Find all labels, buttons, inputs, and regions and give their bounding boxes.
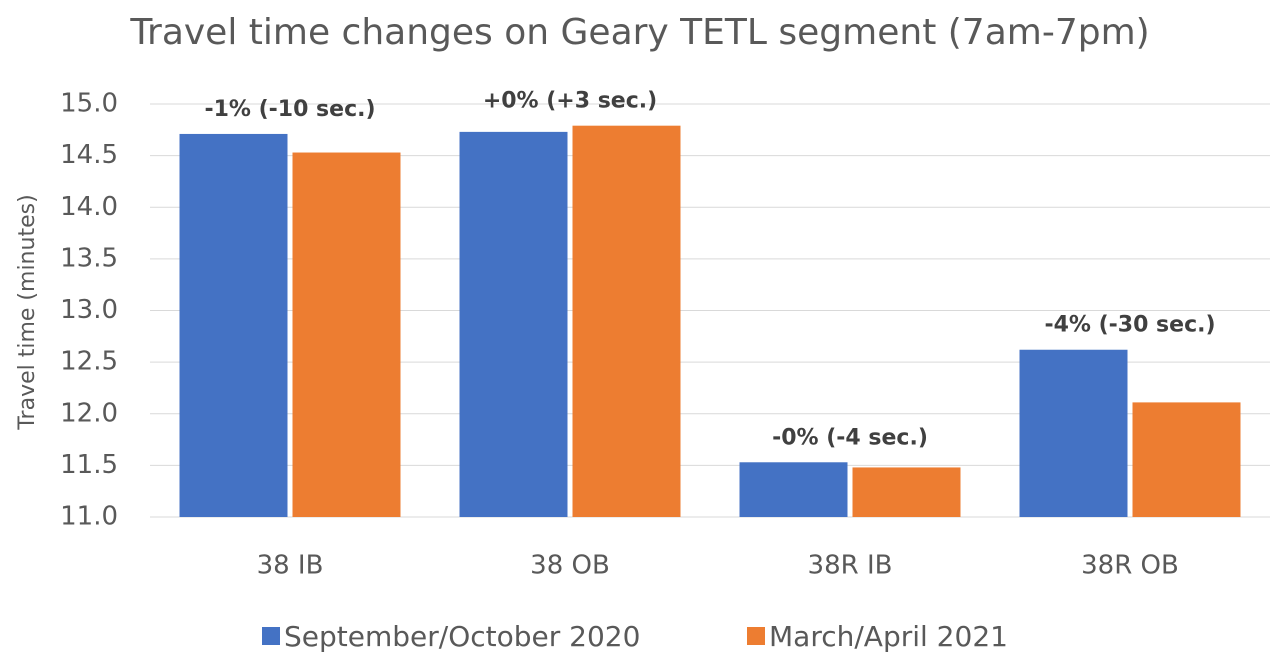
- bar: [459, 131, 568, 517]
- y-tick-label: 13.5: [60, 243, 118, 273]
- y-tick-label: 14.5: [60, 140, 118, 170]
- annotation: -0% (-4 sec.): [772, 425, 928, 450]
- legend-swatch: [747, 627, 765, 645]
- x-tick-label: 38R IB: [808, 551, 893, 581]
- y-tick-label: 11.5: [60, 450, 118, 480]
- chart-title: Travel time changes on Geary TETL segmen…: [129, 12, 1149, 53]
- x-tick-label: 38 OB: [530, 551, 610, 581]
- y-tick-label: 14.0: [60, 192, 118, 222]
- y-tick-label: 13.0: [60, 295, 118, 325]
- legend-label: March/April 2021: [769, 620, 1008, 653]
- bar: [1132, 402, 1241, 517]
- x-tick-label: 38 IB: [257, 551, 324, 581]
- bar: [739, 462, 848, 517]
- bar: [852, 467, 961, 517]
- bar: [1019, 349, 1128, 517]
- bar: [179, 133, 288, 517]
- y-tick-label: 12.0: [60, 398, 118, 428]
- y-axis-label: Travel time (minutes): [15, 194, 40, 430]
- annotation: +0% (+3 sec.): [483, 89, 657, 114]
- legend-label: September/October 2020: [284, 620, 640, 653]
- y-tick-label: 15.0: [60, 89, 118, 119]
- bar: [572, 125, 681, 518]
- y-tick-label: 11.0: [60, 502, 118, 532]
- annotation: -1% (-10 sec.): [204, 97, 375, 122]
- annotation: -4% (-30 sec.): [1044, 313, 1215, 338]
- bar: [292, 152, 401, 517]
- y-tick-label: 12.5: [60, 347, 118, 377]
- x-tick-label: 38R OB: [1081, 551, 1179, 581]
- legend-swatch: [262, 627, 280, 645]
